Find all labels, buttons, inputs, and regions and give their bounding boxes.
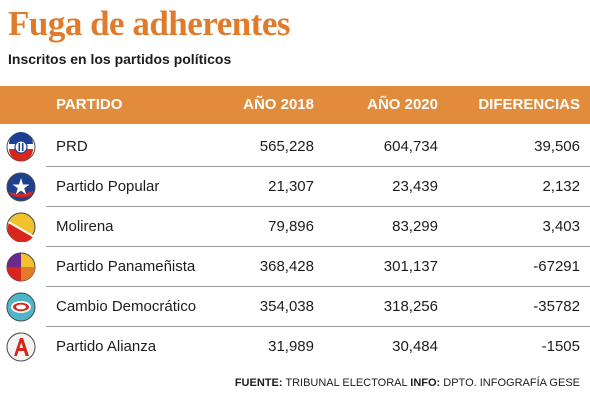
column-header-2018: AÑO 2018 (243, 96, 314, 113)
table-row: Partido Alianza 31,989 30,484 -1505 (0, 327, 590, 367)
value-2020: 301,137 (383, 258, 438, 275)
value-difference: -1505 (541, 338, 580, 355)
table-row: PRD 565,228 604,734 39,506 (0, 127, 590, 167)
prd-logo-icon (6, 132, 36, 162)
value-difference: 3,403 (542, 218, 580, 235)
row-divider (46, 246, 590, 247)
value-2018: 565,228 (259, 138, 314, 155)
value-difference: -67291 (533, 258, 580, 275)
column-header-diferencias: DIFERENCIAS (478, 96, 580, 113)
table-header: PARTIDO AÑO 2018 AÑO 2020 DIFERENCIAS (0, 86, 590, 124)
row-divider (46, 206, 590, 207)
party-name: Partido Alianza (56, 338, 157, 355)
source-label: FUENTE: (234, 377, 283, 389)
molirena-logo-icon (6, 212, 36, 242)
value-2018: 31,989 (268, 338, 314, 355)
value-2018: 368,428 (259, 258, 314, 275)
party-name: Molirena (56, 218, 114, 235)
party-name: Partido Popular (56, 178, 160, 195)
value-difference: -35782 (533, 298, 580, 315)
value-2020: 318,256 (383, 298, 438, 315)
value-2020: 83,299 (392, 218, 438, 235)
chart-title: Fuga de adherentes (8, 4, 291, 43)
column-header-2020: AÑO 2020 (367, 96, 438, 113)
row-divider (46, 286, 590, 287)
source-value: TRIBUNAL ELECTORAL (285, 377, 408, 389)
value-2020: 30,484 (392, 338, 438, 355)
party-name: PRD (56, 138, 88, 155)
value-difference: 2,132 (542, 178, 580, 195)
value-2020: 604,734 (383, 138, 438, 155)
value-2018: 21,307 (268, 178, 314, 195)
table-row: Partido Panameñista 368,428 301,137 -672… (0, 247, 590, 287)
partido-popular-logo-icon (6, 172, 36, 202)
value-difference: 39,506 (534, 138, 580, 155)
chart-subtitle: Inscritos en los partidos políticos (8, 51, 232, 67)
panamenista-logo-icon (6, 252, 36, 282)
table-row: Partido Popular 21,307 23,439 2,132 (0, 167, 590, 207)
value-2018: 79,896 (268, 218, 314, 235)
party-name: Cambio Democrático (56, 298, 197, 315)
table-row: Cambio Democrático 354,038 318,256 -3578… (0, 287, 590, 327)
row-divider (46, 326, 590, 327)
info-label: INFO: (410, 377, 441, 389)
column-header-partido: PARTIDO (56, 96, 123, 113)
table-row: Molirena 79,896 83,299 3,403 (0, 207, 590, 247)
value-2018: 354,038 (259, 298, 314, 315)
party-name: Partido Panameñista (56, 258, 196, 275)
alianza-logo-icon (6, 332, 36, 362)
cambio-democratico-logo-icon (6, 292, 36, 322)
source-footer: FUENTE: TRIBUNAL ELECTORAL INFO: DPTO. I… (235, 377, 580, 389)
value-2020: 23,439 (392, 178, 438, 195)
row-divider (46, 166, 590, 167)
info-value: DPTO. INFOGRAFÍA GESE (443, 377, 580, 389)
